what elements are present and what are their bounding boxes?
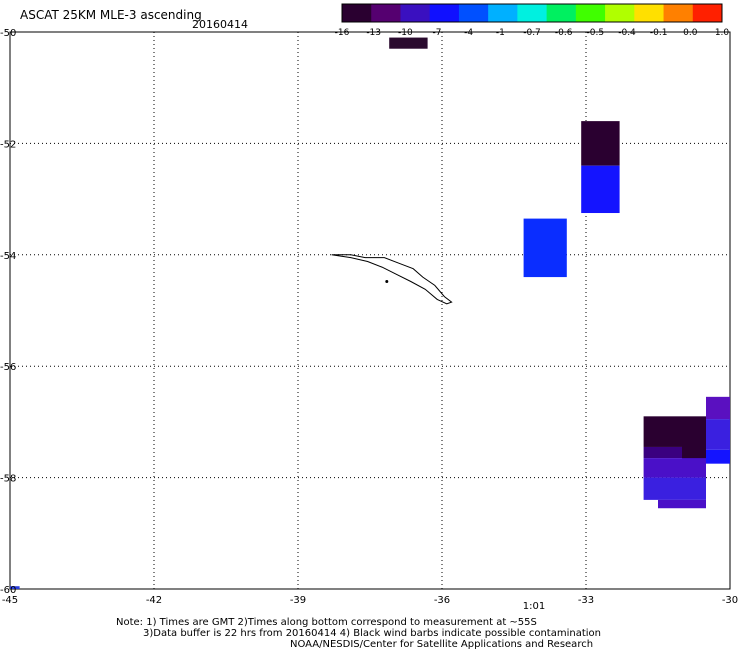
colorbar-tick-label: -0.7 [523,28,541,38]
colorbar-border [341,3,723,23]
island-outline [331,254,453,305]
colorbar-swatch [429,4,460,22]
longitude-label: -33 [578,595,594,606]
colorbar-swatch [342,4,372,22]
wind-data-cell [643,416,682,447]
wind-data-cell [523,218,567,278]
wind-data-cell [682,416,706,464]
colorbar-tick-label: 0.0 [683,28,698,38]
wind-data-cell [643,458,706,478]
latitude-label: -58 [0,474,16,485]
colorbar-swatch [488,4,518,22]
colorbar-swatch [575,4,606,22]
wind-data-cell [643,446,682,459]
latitude-label: -60 [0,585,16,596]
longitude-labels: -45 -42 -39 -36 -33 -30 [2,595,738,606]
colorbar-swatch [371,4,401,22]
longitude-label: -36 [434,595,450,606]
wind-data-cell [706,396,730,420]
colorbar-tick-label: -0.5 [587,28,605,38]
colorbar-tick-label: -7 [433,28,442,38]
colorbar-tick-labels: -16 -13 -10 -7 -4 -1 -0.7 -0.6 -0.5 -0.4 -0.1 0.0 1.… [335,28,730,38]
map-title: ASCAT 25KM MLE-3 ascending [20,8,202,22]
islet-dot [385,280,389,284]
wind-data-cells [10,37,730,589]
colorbar-swatch [546,4,577,22]
note-line-2: 3)Data buffer is 22 hrs from 20160414 4)… [143,628,601,639]
colorbar [341,3,723,23]
time-label: 1:01 [523,601,545,612]
latitude-label: -56 [0,362,16,373]
colorbar-tick-label: -10 [398,28,413,38]
colorbar-tick-label: -13 [366,28,381,38]
colorbar-swatch [605,4,635,22]
colorbar-tick-label: 1.0 [715,28,730,38]
latitude-labels: -50 -52 -54 -56 -58 -60 [0,28,16,596]
latitude-label: -52 [0,139,16,150]
wind-data-cell [10,586,20,589]
colorbar-tick-label: -16 [335,28,350,38]
wind-data-cell [658,499,706,509]
wind-data-cell [581,121,620,166]
note-line-1: Note: 1) Times are GMT 2)Times along bot… [116,617,537,628]
colorbar-swatch [517,4,548,22]
colorbar-tick-label: -4 [464,28,473,38]
colorbar-tick-label: -0.1 [650,28,668,38]
island-coastline [331,254,453,305]
longitude-label: -30 [722,595,738,606]
longitude-label: -39 [290,595,306,606]
colorbar-swatch [400,4,431,22]
wind-data-cell [581,165,620,214]
wind-data-cell [389,37,428,49]
longitude-label: -42 [146,595,162,606]
colorbar-swatch [663,4,694,22]
plot-frame [9,31,731,590]
note-line-3: NOAA/NESDIS/Center for Satellite Applica… [290,639,594,650]
colorbar-tick-label: -0.6 [555,28,573,38]
wind-data-cell [643,477,706,500]
colorbar-swatch [458,4,489,22]
colorbar-tick-label: -0.4 [618,28,636,38]
map-date: 20160414 [192,18,248,31]
graticule-grid [9,31,731,590]
latitude-label: -50 [0,28,16,39]
colorbar-swatch [692,4,723,22]
wind-data-cell [706,419,730,450]
colorbar-tick-label: -1 [496,28,505,38]
wind-data-cell [706,449,730,464]
longitude-label: -45 [2,595,18,606]
latitude-label: -54 [0,251,16,262]
colorbar-swatch [634,4,665,22]
